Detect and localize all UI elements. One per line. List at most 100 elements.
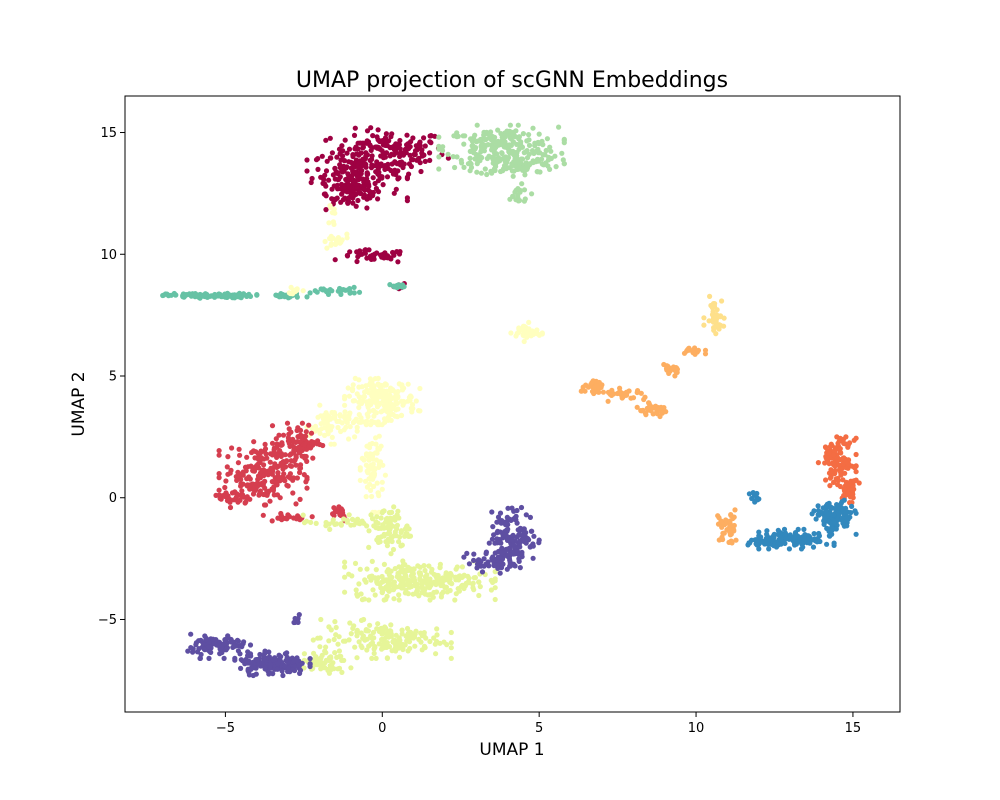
scatter-point: [304, 485, 310, 491]
scatter-point: [439, 591, 445, 597]
scatter-point: [392, 517, 398, 523]
scatter-point: [246, 669, 252, 675]
scatter-point: [313, 658, 319, 664]
scatter-point: [235, 498, 241, 504]
scatter-point: [519, 181, 525, 187]
scatter-point: [436, 166, 442, 172]
scatter-point: [375, 490, 381, 496]
scatter-point: [525, 536, 531, 542]
scatter-point: [357, 140, 363, 146]
scatter-point: [185, 648, 191, 654]
scatter-point: [285, 435, 291, 441]
scatter-point: [434, 626, 440, 632]
scatter-point: [222, 637, 228, 643]
scatter-point: [318, 655, 324, 661]
scatter-point: [379, 524, 385, 531]
y-tick-label: 5: [109, 370, 117, 385]
scatter-point: [530, 125, 536, 131]
scatter-point: [365, 196, 371, 202]
scatter-point: [530, 541, 536, 547]
scatter-point: [298, 434, 304, 440]
scatter-point: [251, 486, 257, 492]
scatter-point: [476, 579, 482, 585]
scatter-point: [374, 250, 380, 256]
scatter-point: [328, 441, 334, 447]
scatter-point: [244, 454, 250, 460]
scatter-point: [496, 555, 502, 561]
scatter-point: [238, 665, 244, 672]
scatter-point: [815, 460, 822, 466]
scatter-point: [843, 458, 849, 465]
scatter-point: [383, 625, 389, 632]
scatter-point: [192, 291, 198, 297]
scatter-point: [348, 665, 354, 671]
scatter-point: [318, 174, 324, 180]
scatter-point: [386, 530, 393, 536]
scatter-point: [749, 495, 755, 502]
scatter-point: [299, 660, 305, 666]
scatter-point: [526, 319, 532, 325]
scatter-point: [523, 326, 530, 332]
scatter-point: [388, 417, 394, 423]
scatter-point: [400, 642, 407, 648]
scatter-point: [421, 152, 427, 158]
scatter-point: [527, 161, 533, 167]
scatter-point: [315, 156, 321, 162]
scatter-point: [488, 577, 494, 584]
scatter-point: [827, 483, 833, 489]
scatter-point: [733, 537, 739, 543]
scatter-point: [362, 389, 368, 395]
scatter-point: [343, 424, 349, 430]
scatter-point: [356, 581, 362, 587]
scatter-point: [454, 154, 460, 160]
scatter-point: [529, 191, 535, 197]
scatter-point: [346, 412, 352, 418]
scatter-point: [412, 630, 418, 637]
scatter-point: [427, 157, 433, 163]
scatter-point: [365, 464, 372, 470]
scatter-point: [310, 455, 316, 461]
cluster-7: [578, 345, 739, 546]
scatter-point: [375, 137, 381, 143]
scatter-point: [672, 373, 678, 379]
scatter-point: [448, 645, 454, 651]
scatter-point: [229, 445, 235, 451]
scatter-point: [381, 389, 387, 395]
scatter-point: [374, 392, 380, 398]
scatter-point: [541, 162, 547, 168]
scatter-point: [283, 293, 289, 299]
scatter-point: [727, 523, 733, 529]
scatter-point: [358, 643, 364, 649]
scatter-point: [848, 509, 854, 516]
scatter-point: [406, 161, 413, 167]
cluster-6: [185, 504, 542, 679]
scatter-point: [404, 198, 410, 204]
scatter-point: [324, 245, 330, 251]
scatter-point: [796, 534, 803, 541]
scatter-point: [224, 645, 230, 651]
scatter-point: [365, 179, 371, 185]
scatter-point: [352, 560, 359, 567]
scatter-point: [372, 509, 378, 515]
scatter-point: [304, 294, 310, 300]
scatter-point: [337, 165, 343, 171]
scatter-point: [272, 479, 278, 485]
scatter-point: [849, 503, 855, 509]
scatter-point: [297, 496, 303, 502]
x-tick-label: 5: [535, 721, 543, 736]
scatter-point: [345, 200, 351, 206]
scatter-point: [832, 468, 839, 474]
scatter-point: [387, 153, 393, 159]
scatter-point: [371, 386, 377, 393]
scatter-point: [396, 592, 402, 598]
scatter-point: [381, 561, 387, 568]
scatter-point: [372, 592, 378, 598]
scatter-point: [396, 175, 402, 181]
scatter-point: [375, 189, 382, 195]
scatter-point: [690, 347, 696, 353]
scatter-point: [434, 638, 440, 645]
scatter-point: [811, 536, 818, 542]
scatter-point: [490, 524, 496, 530]
scatter-point: [560, 157, 566, 163]
scatter-point: [503, 154, 509, 160]
